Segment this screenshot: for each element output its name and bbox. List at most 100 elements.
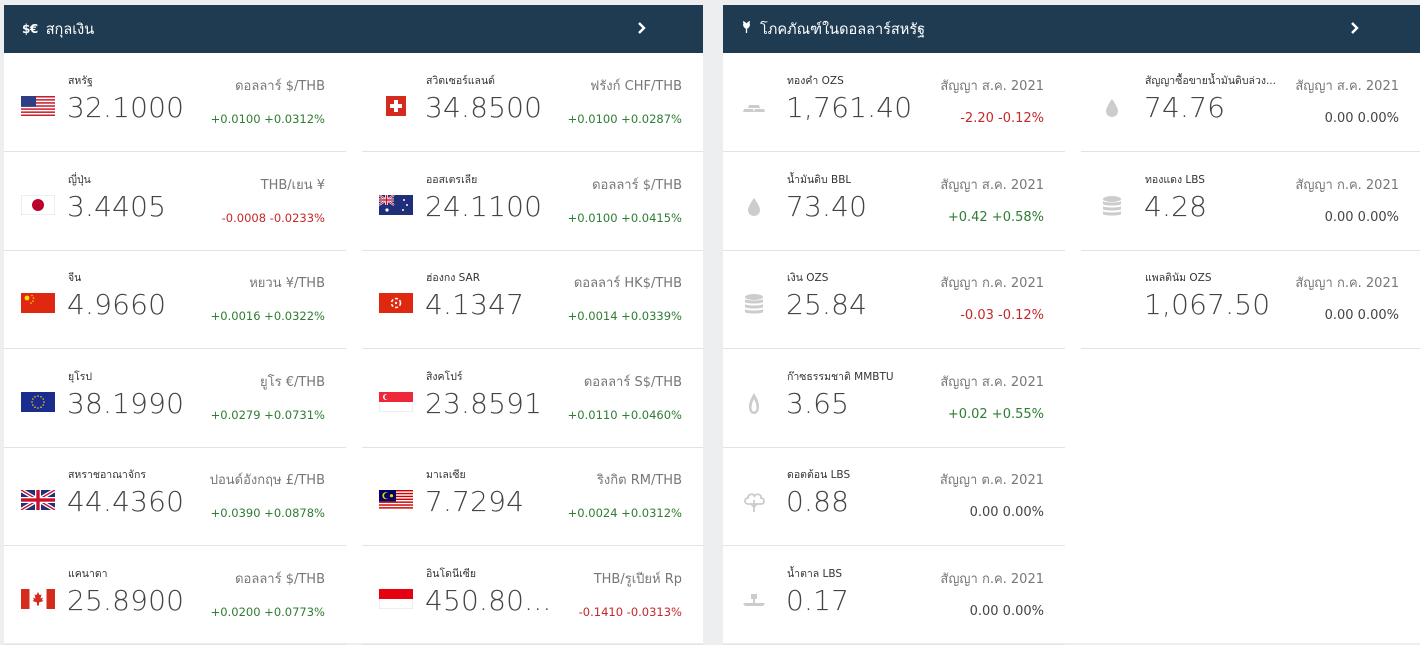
item-price: 1,067.50 <box>1144 288 1271 321</box>
commodity-card[interactable]: ทองคำ OZS 1,761.40 สัญญา ส.ค. 2021 -2.20 -0… <box>723 53 1065 152</box>
oil-drop-icon <box>1097 93 1127 121</box>
item-change: +0.0016 +0.0322% <box>210 309 325 323</box>
china-flag-icon <box>21 293 55 313</box>
item-unit: สัญญา ส.ค. 2021 <box>940 177 1044 193</box>
currency-card[interactable]: จีน 4.9660 หยวน ¥/THB +0.0016 +0.0322% <box>4 250 346 349</box>
currency-card[interactable]: สวิตเซอร์แลนด์ 34.8500 ฟรังก์ CHF/THB +0.01… <box>362 53 703 152</box>
item-unit: สัญญา ส.ค. 2021 <box>1295 79 1399 94</box>
japan-flag-icon <box>21 194 55 215</box>
wheat-icon <box>741 20 752 37</box>
commodity-card[interactable]: น้ำมันดิบ BBL 73.40 สัญญา ส.ค. 2021 +0.42 +… <box>723 152 1065 251</box>
commodity-title: โภคภัณฑ์ในดอลลาร์สหรัฐ <box>760 21 926 38</box>
item-unit: สัญญา ส.ค. 2021 <box>940 79 1044 94</box>
currency-card[interactable]: ฮ่องกง SAR 4.1347 ดอลลาร์ HK$/THB +0.0014 +… <box>362 250 703 349</box>
canada-flag-icon <box>21 588 55 609</box>
item-change: -0.1410 -0.0313% <box>578 604 682 619</box>
item-unit: ยูโร €/THB <box>260 374 325 390</box>
commodity-card[interactable]: ดอตต้อน LBS 0.88 สัญญา ต.ค. 2021 0.00 0.00% <box>723 447 1065 546</box>
item-name: สัญญาซื้อขายน้ำมันดิบล่วง... <box>1145 75 1276 87</box>
item-unit: ดอลลาร์ S$/THB <box>583 374 682 390</box>
item-change: 0.00 0.00% <box>1324 111 1399 126</box>
item-name: ฮ่องกง SAR <box>426 272 481 284</box>
item-name: สวิตเซอร์แลนด์ <box>426 75 495 87</box>
currency-card[interactable]: อินโดนีเซีย 450.80... THB/รูเปียห์ Rp -0.14… <box>362 546 703 645</box>
currency-icon: $€ <box>22 22 38 36</box>
coin-stack-icon <box>739 290 769 318</box>
currency-title: สกุลเงิน <box>45 21 95 38</box>
item-change: +0.02 +0.55% <box>947 406 1044 422</box>
hongkong-flag-icon <box>379 293 413 313</box>
item-change: +0.0014 +0.0339% <box>567 309 682 323</box>
item-unit: สัญญา ก.ค. 2021 <box>940 571 1044 587</box>
item-unit: THB/เยน ¥ <box>260 177 325 193</box>
currency-card[interactable]: มาเลเซีย 7.7294 ริงกิต RM/THB +0.0024 +0.03… <box>362 447 703 546</box>
item-name: ดอตต้อน LBS <box>787 469 851 481</box>
item-name: จีน <box>68 272 82 284</box>
currency-card[interactable]: ออสเตรเลีย 24.1100 ดอลลาร์ $/THB +0.0100 +0… <box>362 152 703 251</box>
currency-header: $€ สกุลเงิน <box>4 5 703 53</box>
item-price: 24.1100 <box>425 189 543 223</box>
commodity-card[interactable]: แพลตินัม OZS 1,067.50 สัญญา ก.ค. 2021 0.00 … <box>1081 250 1420 349</box>
item-change: -0.03 -0.12% <box>960 308 1044 323</box>
item-price: 23.8591 <box>425 386 543 420</box>
currency-card[interactable]: แคนาดา 25.8900 ดอลลาร์ $/THB +0.0200 +0.077… <box>4 546 346 645</box>
item-price: 7.7294 <box>425 485 525 518</box>
currency-card[interactable]: ญี่ปุ่น 3.4405 THB/เยน ¥ -0.0008 -0.0233% <box>4 152 346 251</box>
eu-flag-icon <box>21 391 55 412</box>
item-name: ออสเตรเลีย <box>426 173 478 186</box>
item-unit: สัญญา ต.ค. 2021 <box>939 473 1044 488</box>
malaysia-flag-icon <box>379 490 413 510</box>
cotton-icon <box>739 487 769 515</box>
item-price: 0.88 <box>786 485 850 518</box>
item-change: +0.0100 +0.0415% <box>567 210 682 225</box>
indonesia-flag-icon <box>379 588 413 609</box>
item-change: -2.20 -0.12% <box>960 111 1044 126</box>
item-name: ทองคำ OZS <box>787 75 844 87</box>
currency-card[interactable]: สหราชอาณาจักร 44.4360 ปอนด์อังกฤษ £/THB +0.… <box>4 447 346 546</box>
item-change: +0.0200 +0.0773% <box>210 604 325 619</box>
item-unit: ปอนด์อังกฤษ £/THB <box>209 473 325 488</box>
item-name: เงิน OZS <box>787 272 829 284</box>
item-price: 44.4360 <box>67 485 185 518</box>
commodity-card[interactable]: ก๊าซธรรมชาติ MMBTU 3.65 สัญญา ส.ค. 2021 +0.… <box>723 349 1065 448</box>
flame-icon <box>739 389 769 417</box>
item-change: +0.0110 +0.0460% <box>567 407 682 422</box>
commodity-card[interactable]: สัญญาซื้อขายน้ำมันดิบล่วง... 74.76 สัญญา ส… <box>1081 53 1420 152</box>
item-price: 3.65 <box>786 386 850 420</box>
singapore-flag-icon <box>379 391 413 412</box>
item-change: +0.42 +0.58% <box>947 209 1044 225</box>
chevron-right-icon[interactable] <box>632 18 652 38</box>
item-name: น้ำตาล LBS <box>787 567 843 580</box>
currency-card[interactable]: สหรัฐ 32.1000 ดอลลาร์ $/THB +0.0100 +0.0312… <box>4 53 346 152</box>
item-unit: ดอลลาร์ HK$/THB <box>573 276 682 291</box>
item-name: ทองแดง LBS <box>1145 173 1205 186</box>
item-unit: ฟรังก์ CHF/THB <box>590 79 682 94</box>
currency-panel: $€ สกุลเงิน สหรัฐ 32.1000 ดอลลาร์ $/THB +0.… <box>4 5 703 645</box>
item-unit: สัญญา ส.ค. 2021 <box>940 374 1044 390</box>
gold-bars-icon <box>739 93 769 121</box>
item-unit: ดอลลาร์ $/THB <box>235 571 325 587</box>
item-change: +0.0024 +0.0312% <box>567 506 682 520</box>
item-price: 32.1000 <box>67 91 185 124</box>
uk-flag-icon <box>21 490 55 510</box>
commodity-header: โภคภัณฑ์ในดอลลาร์สหรัฐ <box>723 5 1420 53</box>
commodity-card[interactable]: ทองแดง LBS 4.28 สัญญา ก.ค. 2021 0.00 0.00% <box>1081 152 1420 251</box>
currency-card[interactable]: สิงคโปร์ 23.8591 ดอลลาร์ S$/THB +0.0110 +0.… <box>362 349 703 448</box>
item-price: 4.28 <box>1144 189 1208 223</box>
item-price: 1,761.40 <box>786 91 913 124</box>
item-unit: ดอลลาร์ $/THB <box>592 177 682 193</box>
chevron-right-icon[interactable] <box>1345 18 1365 38</box>
item-price: 25.8900 <box>67 583 185 617</box>
item-price: 0.17 <box>786 583 850 617</box>
item-unit: สัญญา ก.ค. 2021 <box>1295 276 1399 291</box>
item-name: ก๊าซธรรมชาติ MMBTU <box>787 370 894 383</box>
currency-card[interactable]: ยุโรป 38.1990 ยูโร €/THB +0.0279 +0.0731% <box>4 349 346 448</box>
item-change: 0.00 0.00% <box>969 603 1044 619</box>
item-name: สิงคโปร์ <box>426 370 463 383</box>
item-name: ยุโรป <box>68 370 93 383</box>
commodity-card[interactable]: น้ำตาล LBS 0.17 สัญญา ก.ค. 2021 0.00 0.00% <box>723 546 1065 645</box>
commodity-card[interactable]: เงิน OZS 25.84 สัญญา ก.ค. 2021 -0.03 -0.12% <box>723 250 1065 349</box>
item-change: +0.0279 +0.0731% <box>210 407 325 422</box>
australia-flag-icon <box>379 194 413 215</box>
item-unit: ดอลลาร์ $/THB <box>235 79 325 94</box>
